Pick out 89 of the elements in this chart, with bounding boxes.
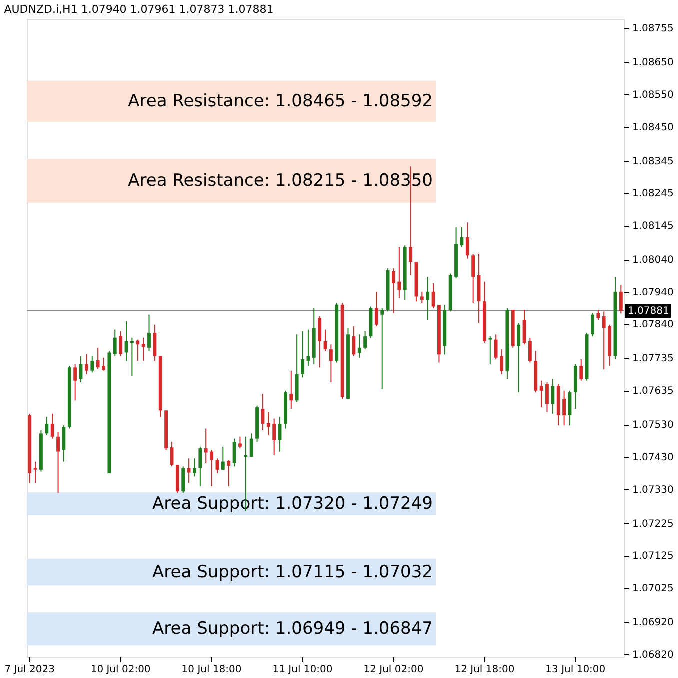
y-tick-label: 1.08245	[632, 188, 674, 200]
candlestick	[494, 334, 498, 360]
candlestick	[182, 466, 186, 494]
y-tick-label: 1.08650	[632, 58, 674, 69]
candlestick	[119, 330, 123, 357]
chart-title: AUDNZD.i,H1 1.07940 1.07961 1.07873 1.07881	[4, 3, 274, 16]
band-label: Area Support: 1.06949 - 1.06847	[152, 619, 433, 640]
candlestick	[210, 450, 214, 487]
y-tick-label: 1.07125	[632, 551, 674, 562]
candlestick	[227, 460, 231, 487]
x-tick-label: 12 Jul 18:00	[454, 664, 515, 676]
candlestick	[472, 254, 476, 304]
y-tick-label: 1.06820	[632, 650, 674, 661]
candlestick	[398, 246, 402, 299]
candlestick	[238, 436, 242, 450]
candlestick	[56, 432, 60, 494]
y-tick-label: 1.07025	[632, 584, 674, 595]
candlestick	[84, 354, 88, 375]
candlestick	[193, 458, 196, 478]
candlestick	[551, 378, 555, 414]
candlestick	[420, 291, 424, 304]
candlestick	[596, 310, 600, 321]
candlestick	[380, 308, 384, 390]
x-tick-label: 7 Jul 2023	[4, 664, 55, 676]
y-tick-label: 1.08345	[632, 156, 674, 168]
candlestick	[290, 370, 294, 410]
candlestick	[142, 337, 146, 362]
y-tick-label: 1.08550	[632, 90, 674, 101]
y-tick-label: 1.08145	[632, 221, 674, 232]
y-tick-label: 1.08040	[632, 255, 674, 266]
y-tick-label: 1.07530	[632, 420, 674, 432]
candlestick	[591, 312, 594, 338]
candlestick	[352, 326, 356, 357]
candlestick	[198, 446, 202, 487]
candlestick	[74, 364, 78, 402]
x-tick-label: 11 Jul 10:00	[272, 664, 333, 676]
y-tick-label: 1.06920	[632, 618, 674, 629]
candlestick	[374, 291, 378, 328]
band-label: Area Resistance: 1.08465 - 1.08592	[128, 91, 433, 112]
candlestick	[392, 268, 396, 314]
candlestick	[266, 412, 270, 436]
candlestick	[580, 359, 584, 382]
candlestick	[272, 418, 276, 456]
candlestick	[50, 413, 54, 440]
candlestick	[500, 348, 504, 375]
y-tick-label: 1.07940	[632, 287, 674, 298]
candlestick	[619, 284, 623, 314]
candlestick	[90, 356, 94, 374]
y-tick-label: 1.08755	[632, 24, 674, 35]
candlestick	[546, 382, 549, 413]
candlestick	[329, 344, 333, 384]
candlestick	[301, 330, 304, 378]
y-tick-label: 1.08450	[632, 122, 674, 134]
candlestick	[528, 338, 532, 364]
x-tick-label: 12 Jul 02:00	[364, 664, 424, 676]
candlestick	[153, 324, 157, 362]
x-tick-label: 10 Jul 18:00	[182, 664, 242, 676]
band-label: Area Support: 1.07115 - 1.07032	[152, 562, 433, 582]
candlestick	[488, 336, 492, 365]
y-tick-label: 1.07430	[632, 452, 674, 464]
candlestick	[96, 347, 100, 370]
candlestick	[602, 311, 606, 370]
candlestick	[136, 339, 140, 362]
candlestick	[318, 316, 322, 368]
y-tick-label: 1.07225	[632, 518, 674, 530]
candlestick	[358, 334, 362, 358]
candlestick	[130, 337, 134, 377]
ref-line-label: 1.07881	[628, 306, 670, 317]
y-tick-label: 1.07635	[632, 386, 674, 398]
y-tick-label: 1.07735	[632, 354, 674, 365]
candlestick	[364, 330, 368, 350]
candlestick	[250, 433, 254, 458]
candlestick	[540, 380, 544, 408]
candlestick	[221, 446, 225, 470]
y-tick-label: 1.07330	[632, 484, 674, 496]
candlestick	[113, 329, 117, 357]
candlestick	[306, 329, 310, 366]
candlestick	[148, 314, 151, 352]
candlestick	[426, 276, 430, 321]
candlestick	[204, 428, 208, 464]
candlestick	[517, 322, 521, 394]
candlestick	[216, 458, 220, 474]
candlestick	[102, 357, 106, 372]
x-tick-label: 10 Jul 02:00	[90, 664, 151, 676]
candlestick	[466, 222, 470, 260]
y-tick-label: 1.07840	[632, 320, 674, 331]
candlestick	[45, 416, 49, 436]
candlestick	[562, 390, 566, 426]
x-tick-label: 13 Jul 10:00	[546, 664, 606, 676]
